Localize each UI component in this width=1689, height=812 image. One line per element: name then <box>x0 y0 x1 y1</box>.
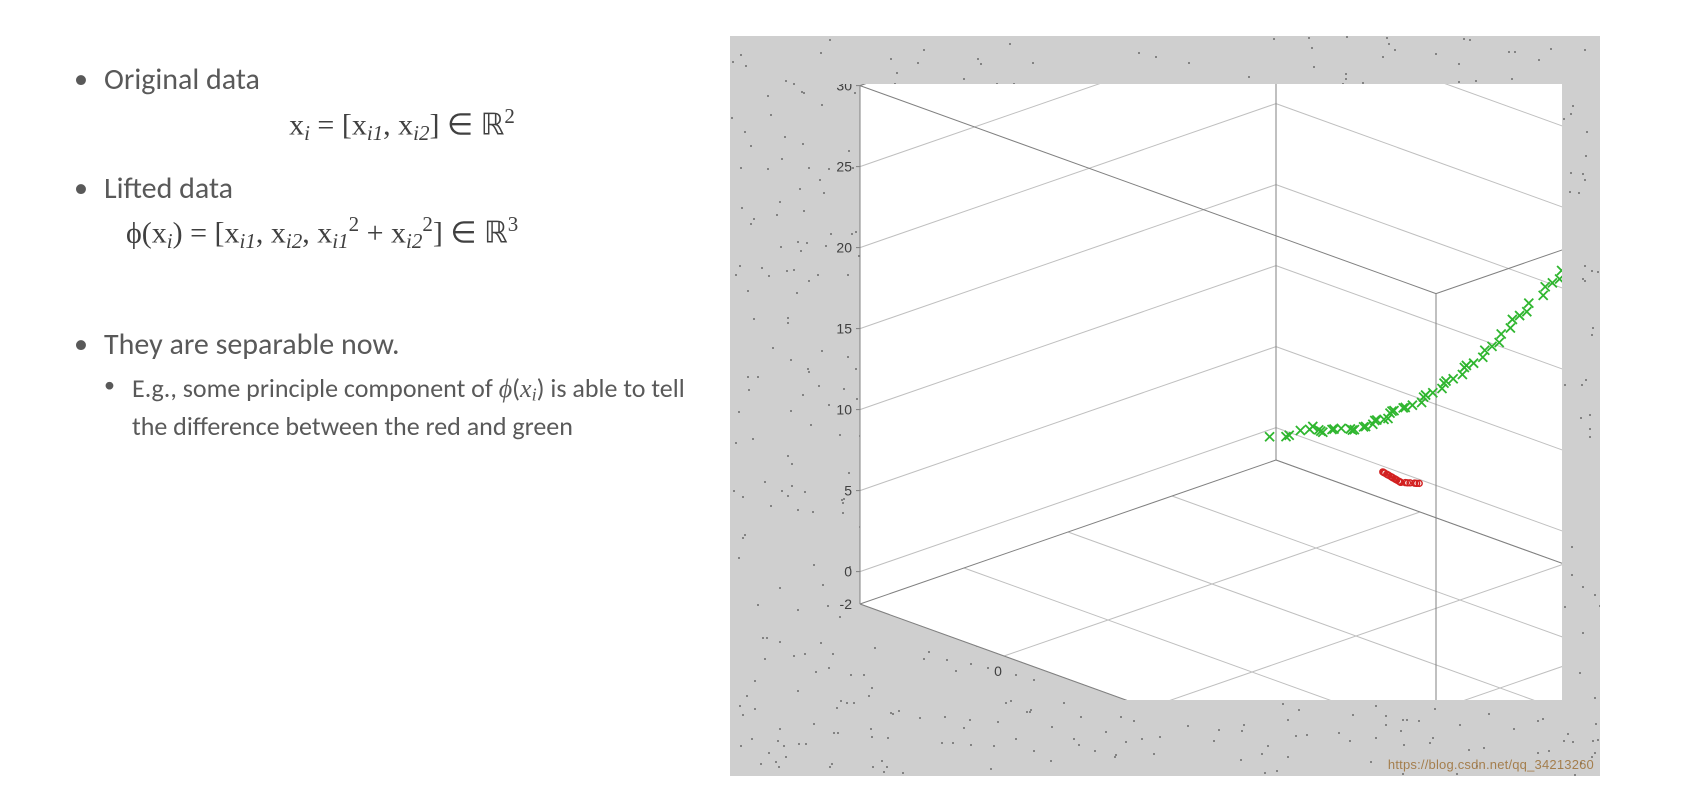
bullet-label: Lifted data <box>104 170 233 207</box>
spacer <box>70 277 700 325</box>
svg-text:30: 30 <box>836 84 852 94</box>
svg-text:5: 5 <box>844 483 852 499</box>
svg-text:0: 0 <box>844 564 852 580</box>
svg-text:-2: -2 <box>840 596 853 612</box>
bullet-label: They are separable now. <box>104 326 400 363</box>
watermark-text: https://blog.csdn.net/qq_34213260 <box>1388 757 1594 772</box>
slide: Original data xi = [xi1, xi2] ∈ ℝ2 Lifte… <box>0 0 1689 812</box>
bullet-separable: They are separable now. E.g., some princ… <box>70 325 700 444</box>
figure-column: 051015202530-20246-20246 https://blog.cs… <box>720 0 1689 812</box>
sub-bullet-text: E.g., some principle component of ϕ(xi) … <box>132 372 685 442</box>
bullet-original-data: Original data xi = [xi1, xi2] ∈ ℝ2 <box>70 60 700 147</box>
axes-3d: 051015202530-20246-20246 <box>772 84 1562 700</box>
svg-text:0: 0 <box>994 663 1002 679</box>
svg-text:15: 15 <box>836 321 852 337</box>
text-column: Original data xi = [xi1, xi2] ∈ ℝ2 Lifte… <box>0 0 720 812</box>
bullet-label: Original data <box>104 61 260 98</box>
svg-text:25: 25 <box>836 159 852 175</box>
scatter3d-svg: 051015202530-20246-20246 <box>772 84 1562 700</box>
figure-frame: 051015202530-20246-20246 https://blog.cs… <box>730 36 1600 776</box>
sub-bullet-pc: E.g., some principle component of ϕ(xi) … <box>104 370 700 445</box>
bullet-lifted-data: Lifted data ϕ(xi) = [xi1, xi2, xi12 + xi… <box>70 169 700 256</box>
svg-text:10: 10 <box>836 402 852 418</box>
bullet-list-2: They are separable now. E.g., some princ… <box>70 325 700 444</box>
equation-lifted: ϕ(xi) = [xi1, xi2, xi12 + xi22] ∈ ℝ3 <box>104 211 700 255</box>
sub-bullet-list: E.g., some principle component of ϕ(xi) … <box>104 370 700 445</box>
svg-text:20: 20 <box>836 240 852 256</box>
equation-original: xi = [xi1, xi2] ∈ ℝ2 <box>104 103 700 147</box>
bullet-list: Original data xi = [xi1, xi2] ∈ ℝ2 Lifte… <box>70 60 700 255</box>
